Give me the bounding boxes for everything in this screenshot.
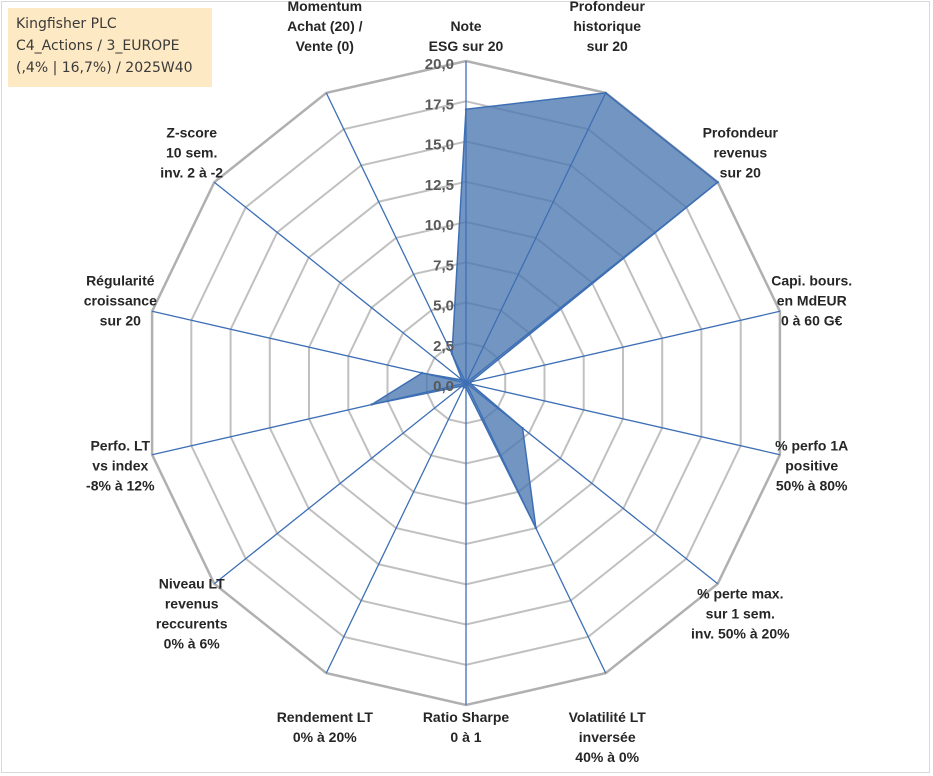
axis-spoke — [325, 382, 467, 674]
axis-label: Ratio Sharpe 0 à 1 — [423, 709, 510, 745]
axis-label-line: sur 20 — [100, 313, 141, 329]
axis-label: Régularité croissance sur 20 — [84, 273, 157, 329]
axis-label-line: Ratio Sharpe — [423, 709, 510, 725]
tick-label: 15,0 — [425, 137, 454, 154]
axis-label-line: sur 20 — [720, 164, 761, 180]
tick-label: 2,5 — [433, 338, 454, 355]
axis-label-line: inversée — [579, 729, 636, 745]
axis-label-line: 0 à 60 G€ — [781, 313, 843, 329]
axis-label-line: en MdEUR — [777, 293, 847, 309]
axis-label: Profondeur historique sur 20 — [569, 0, 645, 54]
axis-label-line: Rendement LT — [277, 709, 374, 725]
axis-label-line: sur 20 — [587, 38, 628, 54]
axis-label-line: ESG sur 20 — [429, 38, 504, 54]
tick-label: 7,5 — [433, 257, 454, 274]
tick-label: 10,0 — [425, 217, 454, 234]
tick-label: 17,5 — [425, 96, 454, 113]
tick-layer: 0,0 2,5 5,0 7,5 10,0 12,5 15,0 17,5 20,0 — [425, 56, 454, 395]
axis-label-line: inv. 2 à -2 — [160, 164, 223, 180]
axis-label-line: Vente (0) — [296, 38, 354, 54]
axis-spoke — [213, 382, 467, 585]
axis-label-line: 0% à 20% — [293, 729, 357, 745]
axis-label-line: Profondeur — [703, 124, 779, 140]
axis-label-line: 0% à 6% — [164, 636, 221, 652]
tick-label: 12,5 — [425, 177, 454, 194]
axis-label: Rendement LT 0% à 20% — [277, 709, 374, 745]
axis-label-line: Volatilité LT — [569, 709, 647, 725]
axis-label-line: 0 à 1 — [450, 729, 481, 745]
axis-label-line: Régularité — [86, 273, 155, 289]
info-stats: (,4% | 16,7%) / 2025W40 — [16, 60, 193, 76]
info-box: Kingfisher PLC C4_Actions / 3_EUROPE (,4… — [8, 8, 212, 87]
axis-label: Niveau LT revenus reccurents 0% à 6% — [156, 576, 228, 652]
axis-label-line: historique — [573, 18, 641, 34]
axis-label-line: croissance — [84, 293, 157, 309]
axis-label: Momentum Achat (20) / Vente (0) — [287, 0, 363, 54]
axis-label: % perfo 1A positive 50% à 80% — [775, 437, 848, 493]
info-company: Kingfisher PLC — [16, 16, 117, 32]
axis-spoke — [465, 382, 781, 456]
axis-label-line: vs index — [92, 457, 148, 473]
axis-label-line: Perfo. LT — [90, 437, 150, 453]
axis-label-line: % perfo 1A — [775, 437, 848, 453]
axis-label-line: Niveau LT — [159, 576, 225, 592]
axis-label-layer: Note ESG sur 20 Profondeur historique sur 20… — [84, 0, 852, 765]
axis-label-line: Note — [450, 18, 481, 34]
axis-label-line: % perte max. — [697, 586, 783, 602]
axis-label-line: inv. 50% à 20% — [691, 626, 790, 642]
axis-spoke — [465, 181, 719, 384]
axis-label-line: positive — [785, 457, 838, 473]
axis-spoke — [465, 382, 719, 585]
axis-label-line: revenus — [713, 144, 767, 160]
axis-label-line: sur 1 sem. — [706, 606, 775, 622]
info-category: C4_Actions / 3_EUROPE — [16, 38, 180, 54]
axis-label: Z-score 10 sem. inv. 2 à -2 — [160, 124, 223, 180]
axis-label: Capi. bours. en MdEUR 0 à 60 G€ — [771, 273, 852, 329]
tick-label: 5,0 — [433, 298, 454, 315]
axis-label-line: reccurents — [156, 616, 228, 632]
axis-spoke — [151, 310, 467, 384]
axis-label: % perte max. sur 1 sem. inv. 50% à 20% — [691, 586, 790, 642]
tick-label: 0,0 — [433, 378, 454, 395]
axis-label-line: Profondeur — [569, 0, 645, 14]
axis-label-line: 50% à 80% — [776, 477, 848, 493]
axis-spoke — [325, 92, 467, 384]
axis-label: Perfo. LT vs index -8% à 12% — [86, 437, 155, 493]
tick-label: 20,0 — [425, 56, 454, 73]
axis-spoke — [465, 382, 607, 674]
spoke-layer — [151, 61, 781, 705]
axis-label-line: 40% à 0% — [575, 749, 639, 765]
axis-label-line: 10 sem. — [166, 144, 217, 160]
axis-spoke — [213, 181, 467, 384]
axis-label: Profondeur revenus sur 20 — [703, 124, 779, 180]
axis-label-line: -8% à 12% — [86, 477, 155, 493]
axis-spoke — [465, 92, 607, 384]
axis-label: Note ESG sur 20 — [429, 18, 504, 54]
series-area — [371, 92, 719, 529]
axis-label-line: Achat (20) / — [287, 18, 363, 34]
axis-label-line: Z-score — [166, 124, 217, 140]
series-layer — [370, 91, 719, 530]
axis-label: Volatilité LT inversée 40% à 0% — [569, 709, 647, 765]
axis-label-line: Capi. bours. — [771, 273, 852, 289]
axis-spoke — [151, 382, 467, 456]
axis-label-line: revenus — [165, 596, 219, 612]
axis-label-line: Momentum — [287, 0, 362, 14]
axis-spoke — [465, 310, 781, 384]
